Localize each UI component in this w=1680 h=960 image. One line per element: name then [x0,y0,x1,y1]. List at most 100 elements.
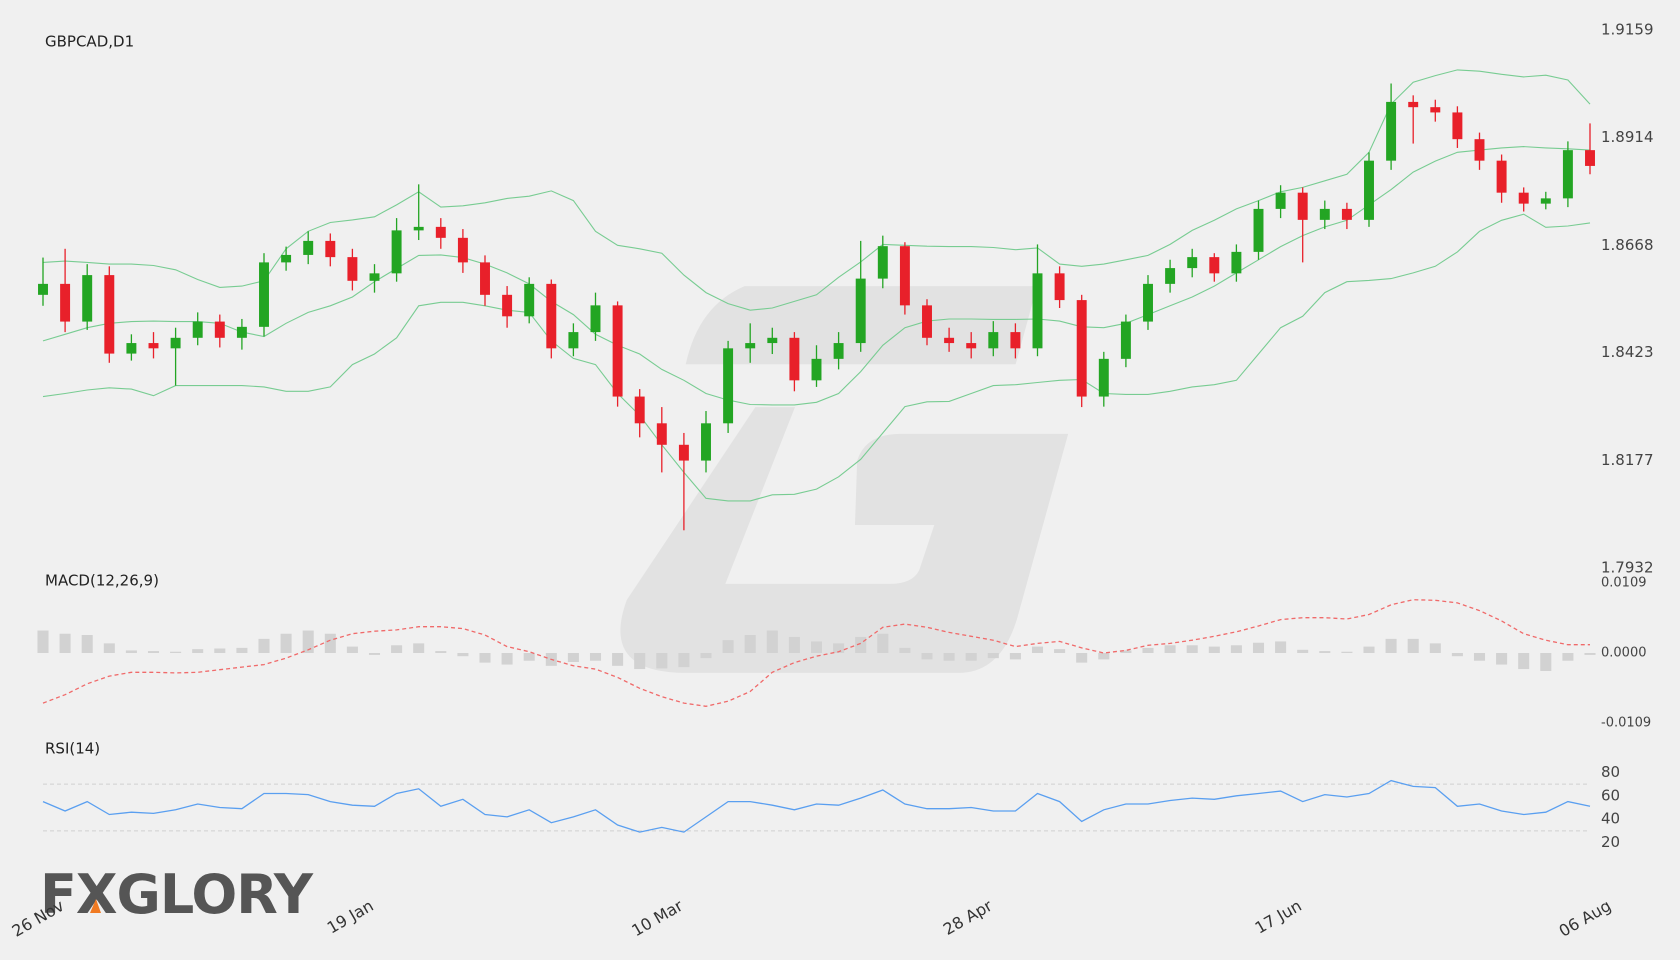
candle-body [1319,208,1330,220]
candle-body [1098,358,1109,397]
candle-body [590,305,601,333]
y-tick-label: 0.0000 [1601,646,1647,661]
candle-body [966,343,977,349]
macd-histogram-bar [788,636,800,653]
candle-body [214,321,225,338]
macd-histogram-bar [147,651,160,653]
candle-body [1010,332,1021,349]
candle-body [170,337,181,349]
candle-body [922,305,932,338]
candle-body [634,396,645,424]
macd-histogram-bar [1297,649,1309,653]
macd-histogram-bar [192,649,204,653]
y-tick-label: -0.0109 [1601,716,1651,731]
macd-histogram-bar [214,648,226,653]
macd-histogram-bar [1009,653,1021,660]
y-tick-label: 0.0109 [1601,576,1647,591]
candle-body [391,230,402,274]
macd-histogram-bar [1031,646,1044,653]
candle-body [1341,208,1352,220]
candle-body [1364,160,1374,220]
macd-histogram-bar [700,653,712,659]
candle-body [236,326,247,338]
candle-body [524,283,535,317]
y-tick-label: 1.9159 [1601,21,1654,39]
macd-histogram-bar [744,635,756,653]
candle-body [1386,101,1397,161]
macd-histogram-bar [567,653,579,662]
macd-histogram-bar [236,647,248,653]
candle-body [347,257,358,281]
candle-body [148,343,159,349]
macd-histogram-bar [1186,645,1198,653]
y-tick-label: 1.8668 [1601,236,1654,254]
macd-histogram-bar [125,650,137,653]
macd-histogram-bar [1319,651,1331,653]
macd-histogram-bar [612,653,624,666]
candle-body [988,332,999,349]
candle-body [369,273,380,281]
macd-histogram-bar [501,653,513,665]
y-tick-label: 1.8423 [1601,343,1654,361]
macd-histogram-bar [678,653,690,668]
candle-body [1143,283,1153,322]
macd-histogram-bar [855,636,867,653]
candle-body [546,283,557,349]
candle-body [811,358,822,381]
candle-body [104,275,115,354]
candle-body [1231,251,1242,274]
rsi-title: RSI(14) [45,740,100,758]
macd-histogram-bar [59,633,71,653]
macd-histogram-bar [1496,653,1508,665]
macd-histogram-bar [943,653,955,661]
price-title: GBPCAD,D1 [45,33,134,51]
candle-body [303,240,314,255]
macd-histogram-bar [435,651,447,653]
macd-histogram-bar [346,646,358,653]
candle-body [944,337,955,344]
candle-body [1032,273,1043,349]
logo: FXGLORY [40,863,314,926]
bollinger-upper [42,69,1591,311]
macd-histogram-bar [899,647,911,653]
macd-histogram-bar [810,641,823,653]
macd-histogram-bar [1451,653,1463,657]
bollinger-lower [42,213,1591,502]
candle-body [1585,150,1595,166]
candle-body [1209,257,1220,274]
candle-body [1275,192,1286,209]
candle-body [568,332,579,349]
macd-title: MACD(12,26,9) [45,572,159,590]
macd-histogram-bar [1429,643,1441,653]
macd-histogram-bar [523,653,535,661]
macd-histogram-bar [1120,650,1132,653]
macd-histogram-bar [1562,653,1574,661]
candle-body [1187,257,1198,269]
macd-histogram-bar [1098,653,1110,660]
candle-body [1474,139,1485,161]
logo-accent [90,899,101,913]
candle-body [723,348,734,424]
y-tick-label: 20 [1601,833,1620,851]
macd-histogram-bar [391,645,403,653]
macd-histogram-bar [81,635,93,653]
candle-body [502,294,513,317]
candle-body [82,275,93,322]
candle-body [855,278,866,344]
candle-body [1120,321,1131,359]
candle-body [281,254,292,263]
y-tick-label: 60 [1601,786,1620,804]
macd-histogram-bar [103,643,115,653]
macd-histogram-bar [302,630,314,653]
candle-body [1496,160,1507,193]
candle-body [1408,101,1419,108]
macd-histogram-bar [1208,646,1220,653]
candle-body [1518,192,1529,204]
candle-body [678,444,689,461]
candle-body [789,337,800,381]
macd-histogram-bar [1363,646,1375,653]
macd-histogram-bar [37,630,49,653]
macd-histogram-bar [457,653,469,657]
